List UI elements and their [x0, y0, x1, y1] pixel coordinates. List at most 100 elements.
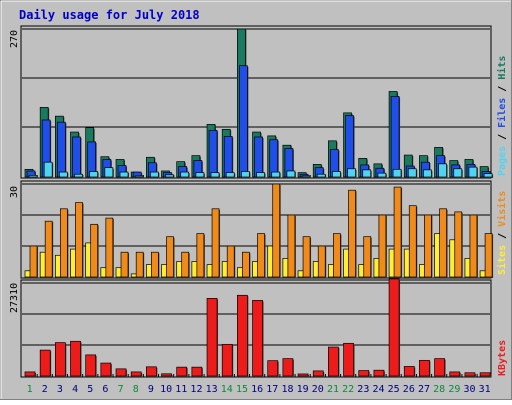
- kbytes-ymax-label: 27310: [9, 283, 20, 313]
- pages-bar: [104, 167, 114, 178]
- chart-title: Daily usage for July 2018: [19, 8, 200, 22]
- files-bar-fill: [223, 136, 233, 178]
- kbytes-legend: KBytes: [497, 340, 508, 376]
- files-bar-fill: [390, 96, 400, 178]
- pages-bar-fill: [134, 175, 144, 178]
- pages-bar: [377, 172, 387, 178]
- kbytes-bar-fill: [237, 294, 248, 377]
- kbytes-bar-fill: [297, 373, 309, 377]
- pages-bar: [43, 161, 54, 178]
- kbytes-bar: [24, 371, 36, 377]
- day-label: 23: [357, 384, 369, 395]
- kbytes-bar: [221, 343, 234, 377]
- legend-sep-2: /: [497, 80, 508, 98]
- visits-bar: [44, 220, 54, 278]
- files-bar-fill: [254, 136, 263, 178]
- day-label: 14: [221, 384, 233, 395]
- files-bar: [223, 136, 234, 178]
- visits-bar: [469, 214, 478, 278]
- pages-bar: [195, 172, 205, 178]
- kbytes-bar: [449, 371, 461, 377]
- kbytes-bar-fill: [39, 349, 51, 377]
- kbytes-bar: [130, 371, 143, 377]
- visits-bar: [257, 233, 266, 278]
- files-bar: [254, 136, 264, 178]
- visits-bar-fill: [105, 217, 114, 278]
- bars: [24, 28, 494, 377]
- visits-bar: [348, 189, 357, 278]
- pages-bar: [256, 172, 266, 178]
- day-label: 19: [297, 384, 309, 395]
- pages-bar-fill: [104, 167, 114, 178]
- pages-bar-fill: [453, 168, 463, 178]
- visits-bar-fill: [424, 214, 432, 278]
- pages-bar: [210, 172, 221, 178]
- visits-bar-fill: [90, 223, 99, 278]
- kbytes-bar: [464, 372, 476, 377]
- visits-bar: [317, 245, 327, 278]
- visits-bar: [211, 208, 221, 278]
- visits-bar-fill: [120, 251, 129, 278]
- legend-hits: Hits: [496, 56, 508, 80]
- visits-bar-fill: [454, 211, 463, 278]
- pages-bar: [332, 171, 342, 178]
- visits-bar: [75, 202, 84, 278]
- day-label: 29: [448, 384, 460, 395]
- kbytes-bar-fill: [312, 370, 324, 377]
- day-label: 1: [27, 384, 33, 395]
- pages-bar: [392, 168, 403, 178]
- pages-bar-fill: [362, 169, 372, 178]
- kbytes-bar-fill: [388, 278, 400, 377]
- kbytes-bar: [85, 354, 97, 377]
- pages-bar-fill: [286, 170, 296, 178]
- kbytes-bar: [328, 346, 340, 377]
- pages-bar: [89, 171, 99, 178]
- visits-legend: Sites / Visits: [496, 191, 508, 275]
- kbytes-bar-fill: [100, 362, 112, 377]
- kbytes-bar-fill: [267, 360, 279, 377]
- kbytes-bar-fill: [191, 366, 203, 377]
- files-bar: [390, 96, 401, 178]
- pages-bar-fill: [180, 171, 190, 178]
- files-bar-fill: [345, 115, 354, 178]
- day-label: 9: [148, 384, 154, 395]
- day-label: 22: [342, 384, 354, 395]
- legend-sites: Sites: [496, 245, 508, 275]
- kbytes-bar-fill: [115, 368, 127, 377]
- kbytes-bar: [403, 366, 416, 377]
- day-label: 18: [281, 384, 293, 395]
- kbytes-bar: [479, 372, 492, 377]
- pages-bar: [438, 163, 448, 178]
- pages-bar-fill: [195, 172, 205, 178]
- visits-bar-fill: [317, 245, 326, 278]
- pages-bar-fill: [347, 168, 356, 178]
- day-label: 31: [479, 384, 491, 395]
- day-label: 3: [57, 384, 63, 395]
- files-bar-fill: [56, 121, 66, 178]
- visits-bar-fill: [302, 236, 311, 278]
- visits-bar-fill: [44, 220, 53, 278]
- visits-bar-fill: [151, 251, 159, 278]
- kbytes-bar: [282, 358, 294, 377]
- kbytes-bar-fill: [70, 340, 81, 377]
- pages-bar: [180, 171, 190, 178]
- kbytes-bar-fill: [206, 298, 218, 377]
- pages-bar-fill: [165, 174, 174, 178]
- pages-bar-fill: [392, 168, 402, 178]
- visits-bar: [378, 214, 387, 278]
- files-bar: [208, 130, 219, 178]
- visits-bar-fill: [348, 189, 356, 278]
- day-label: 25: [388, 384, 400, 395]
- visits-bar-fill: [333, 233, 341, 278]
- visits-bar: [151, 251, 160, 278]
- pages-bar: [241, 171, 251, 178]
- kbytes-bar-fill: [449, 371, 461, 377]
- pages-bar-shadow: [303, 176, 312, 178]
- files-bar: [56, 121, 67, 178]
- kbytes-bar-fill: [464, 372, 476, 377]
- pages-bar: [165, 174, 175, 178]
- kbytes-bar: [100, 362, 112, 377]
- day-label: 17: [266, 384, 278, 395]
- kbytes-bar: [191, 366, 203, 377]
- legend-sep-3: /: [497, 227, 508, 245]
